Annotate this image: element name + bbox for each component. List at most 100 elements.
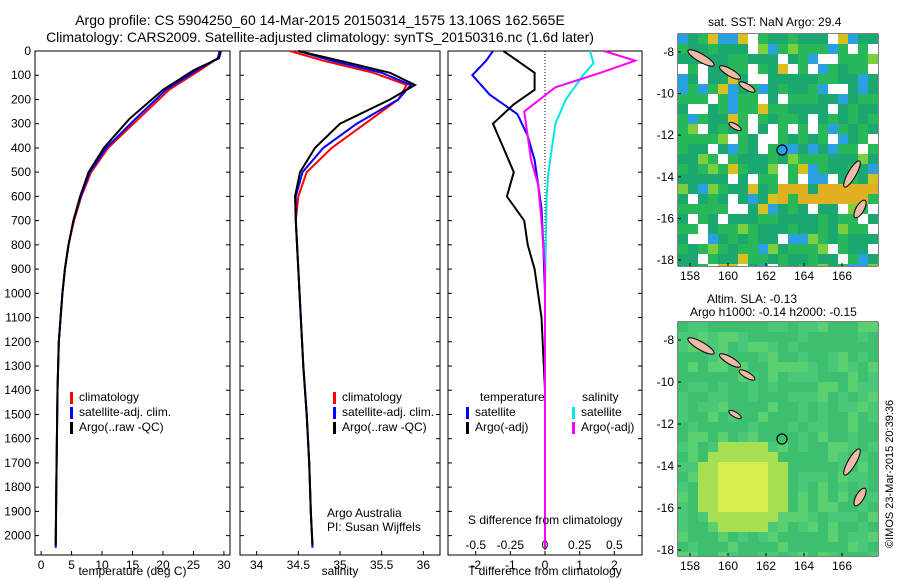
map-cell [688,552,698,556]
map-cell [718,34,728,44]
map-cell [778,472,788,482]
map-cell [798,84,808,94]
map-cell [688,482,698,492]
map-cell [778,502,788,512]
map-cell [858,84,868,94]
map-cell [698,44,708,54]
map-cell [868,214,878,224]
map-cell [768,422,778,432]
map-cell [828,502,838,512]
map-cell [758,264,768,266]
map-cell [828,482,838,492]
map-cell [838,194,848,204]
map-cell [788,234,798,244]
map-cell [798,124,808,134]
map-cell [708,54,718,64]
map-lon-tick-label: 160 [718,559,738,573]
map-cell [708,74,718,84]
map-lat-tick-label: -16 [657,211,675,225]
map-cell [798,94,808,104]
map-cell [768,472,778,482]
map-cell [698,264,708,266]
map-lon-tick-label: 166 [832,559,852,573]
map-cell [758,552,768,556]
map-cell [808,134,818,144]
map-cell [708,124,718,134]
map-cell [868,322,878,332]
map-lat-tick-label: -12 [657,417,675,431]
map-cell [798,264,808,266]
x-tick-label: 10 [95,558,109,572]
map-cell [738,382,748,392]
map-cell [828,372,838,382]
map-cell [848,342,858,352]
map-cell [698,64,708,74]
map-cell [808,332,818,342]
map-cell [788,362,798,372]
map-cell [758,154,768,164]
map-cell [858,34,868,44]
map-cell [808,194,818,204]
map-cell [728,144,738,154]
map-cell [688,462,698,472]
map-cell [678,392,688,402]
map-cell [788,552,798,556]
map-cell [758,94,768,104]
map-cell [708,422,718,432]
map-cell [748,204,758,214]
sla-map [677,321,879,557]
map-cell [858,164,868,174]
map-cell [858,144,868,154]
map-cell [678,382,688,392]
depth-tick-label: 600 [11,189,31,203]
map-cell [678,154,688,164]
map-cell [688,402,698,412]
map-cell [678,74,688,84]
map-cell [688,154,698,164]
map-cell [768,244,778,254]
map-cell [718,432,728,442]
map-cell [678,254,688,264]
map-cell [768,204,778,214]
map-cell [748,44,758,54]
map-cell [808,84,818,94]
map-cell [738,124,748,134]
map-cell [678,322,688,332]
map-cell [768,104,778,114]
map-cell [828,234,838,244]
map-cell [768,532,778,542]
map-cell [738,164,748,174]
map-cell [678,442,688,452]
map-cell [808,94,818,104]
map-cell [808,264,818,266]
map-cell [718,502,728,512]
map-cell [778,332,788,342]
island-shape [738,81,756,93]
map-cell [758,224,768,234]
map-cell [818,452,828,462]
map-cell [848,204,858,214]
map-cell [838,244,848,254]
map-cell [708,134,718,144]
map-cell [738,194,748,204]
map-cell [718,542,728,552]
map-cell [738,502,748,512]
map-cell [778,382,788,392]
map-cell [858,502,868,512]
map-cell [708,204,718,214]
x-tick-label: 36 [417,558,431,572]
map-cell [738,432,748,442]
map-cell [688,144,698,154]
map-cell [788,382,798,392]
map-cell [838,462,848,472]
map-cell [868,542,878,552]
map-cell [728,174,738,184]
map-cell [688,492,698,502]
map-cell [728,452,738,462]
map-cell [848,94,858,104]
map-cell [798,442,808,452]
map-cell [738,64,748,74]
map-cell [718,552,728,556]
map-cell [728,124,738,134]
map-cell [728,492,738,502]
